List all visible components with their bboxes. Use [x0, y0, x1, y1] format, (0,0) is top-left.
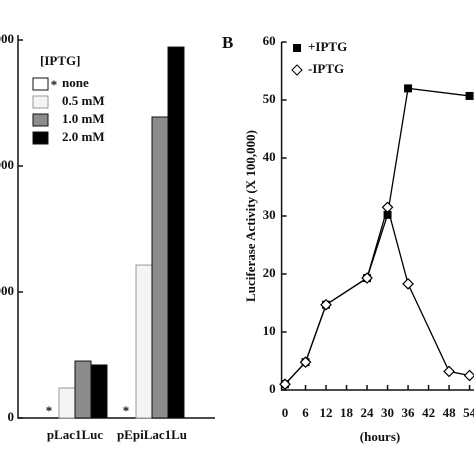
legend-swatch	[293, 44, 301, 52]
y-tick-label: 3000	[0, 31, 14, 46]
marker	[279, 378, 291, 391]
x-tick-label: pLac1Luc	[47, 427, 104, 442]
legend-swatch	[32, 131, 49, 145]
marker	[299, 356, 312, 369]
y-tick-label: 40	[263, 149, 276, 164]
y-tick-label: 0	[8, 409, 15, 424]
line	[284, 87, 470, 385]
annotation: *	[51, 77, 58, 92]
marker	[320, 298, 332, 311]
legend-label: 1.0 mM	[62, 111, 105, 126]
y-tick-label: 30	[263, 207, 276, 222]
legend-title: [IPTG]	[40, 53, 80, 68]
x-tick-label: 48	[443, 405, 457, 420]
legend-label: 2.0 mM	[62, 129, 105, 144]
y-tick-label: 20	[263, 265, 276, 280]
axis	[17, 35, 215, 419]
y-tick-label: 2000	[0, 157, 14, 172]
y-tick-label: 10	[263, 323, 276, 338]
x-tick-label: 42	[422, 405, 435, 420]
annotation: *	[123, 403, 130, 418]
legend-swatch	[32, 95, 49, 109]
x-tick-label: 18	[340, 405, 354, 420]
marker	[361, 272, 373, 284]
y-axis-label: Luciferase Activity (X 100,000)	[243, 130, 258, 302]
axis	[280, 42, 474, 391]
marker	[443, 365, 455, 378]
x-tick-label: 0	[282, 405, 289, 420]
bar	[58, 387, 76, 419]
bar	[167, 46, 185, 419]
line	[284, 204, 470, 385]
annotation: *	[46, 403, 53, 418]
marker	[383, 210, 392, 219]
legend-swatch	[32, 77, 49, 91]
bar	[90, 364, 108, 419]
x-axis-label: (hours)	[360, 429, 400, 444]
legend-label: +IPTG	[308, 39, 347, 54]
y-tick-label: 50	[263, 91, 276, 106]
marker	[404, 84, 413, 93]
legend-label: none	[62, 75, 89, 90]
marker	[463, 369, 474, 382]
marker	[465, 91, 474, 100]
bar	[74, 360, 92, 419]
x-tick-label: 54	[463, 405, 474, 420]
legend-swatch	[32, 113, 49, 127]
x-tick-label: 36	[402, 405, 416, 420]
marker	[381, 201, 394, 214]
panel-label: B	[222, 33, 233, 52]
legend-swatch	[291, 64, 303, 76]
legend-label: -IPTG	[308, 61, 344, 76]
x-tick-label: 24	[361, 405, 375, 420]
y-tick-label: 0	[269, 381, 276, 396]
x-tick-label: 12	[320, 405, 333, 420]
x-tick-label: pEpiLac1Lu	[117, 427, 187, 442]
bar	[135, 264, 153, 419]
y-tick-label: 1000	[0, 283, 14, 298]
x-tick-label: 30	[381, 405, 394, 420]
x-tick-label: 6	[302, 405, 309, 420]
marker	[402, 278, 414, 290]
bar	[151, 116, 169, 419]
y-tick-label: 60	[263, 33, 276, 48]
legend-label: 0.5 mM	[62, 93, 105, 108]
